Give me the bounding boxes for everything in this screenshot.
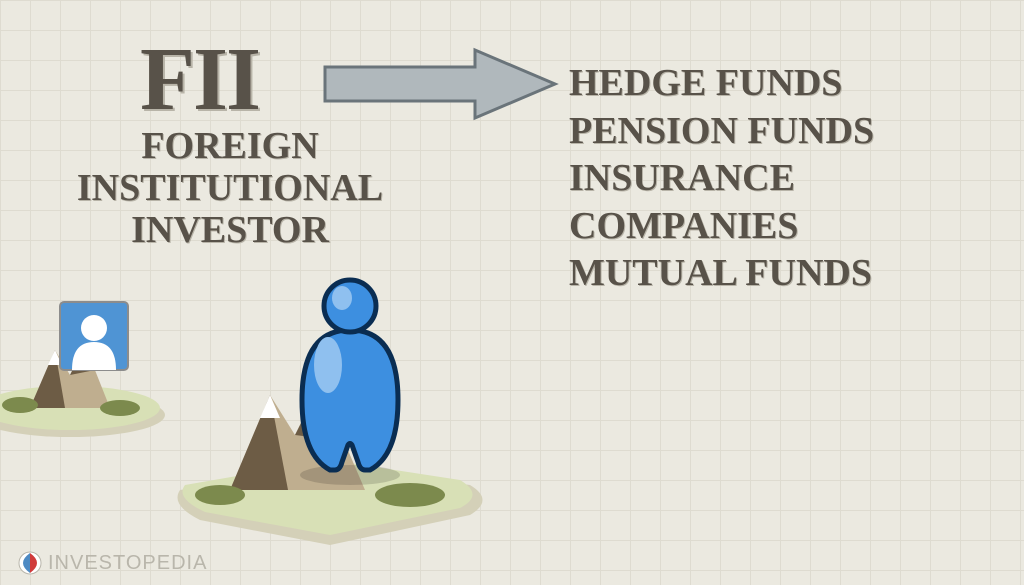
watermark-globe-icon	[18, 551, 42, 575]
list-item: INSURANCE COMPANIES	[569, 155, 989, 250]
person-figure-icon	[280, 270, 420, 490]
acronym-title: FII	[140, 28, 259, 131]
subtitle-line-1: FOREIGN	[141, 125, 318, 167]
fund-type-list: HEDGE FUNDS PENSION FUNDS INSURANCE COMP…	[569, 60, 989, 298]
arrow-shape	[325, 50, 555, 118]
list-item: PENSION FUNDS	[569, 108, 989, 156]
list-item: HEDGE FUNDS	[569, 60, 989, 108]
person-avatar-icon	[58, 300, 130, 372]
arrow-icon	[320, 45, 560, 123]
watermark-text: INVESTOPEDIA	[48, 552, 207, 575]
acronym-expansion: FOREIGN INSTITUTIONAL INVESTOR	[55, 126, 405, 251]
subtitle-line-2: INSTITUTIONAL	[77, 167, 383, 209]
investopedia-watermark: INVESTOPEDIA	[18, 551, 207, 575]
list-item: MUTUAL FUNDS	[569, 250, 989, 298]
subtitle-line-3: INVESTOR	[131, 209, 329, 251]
